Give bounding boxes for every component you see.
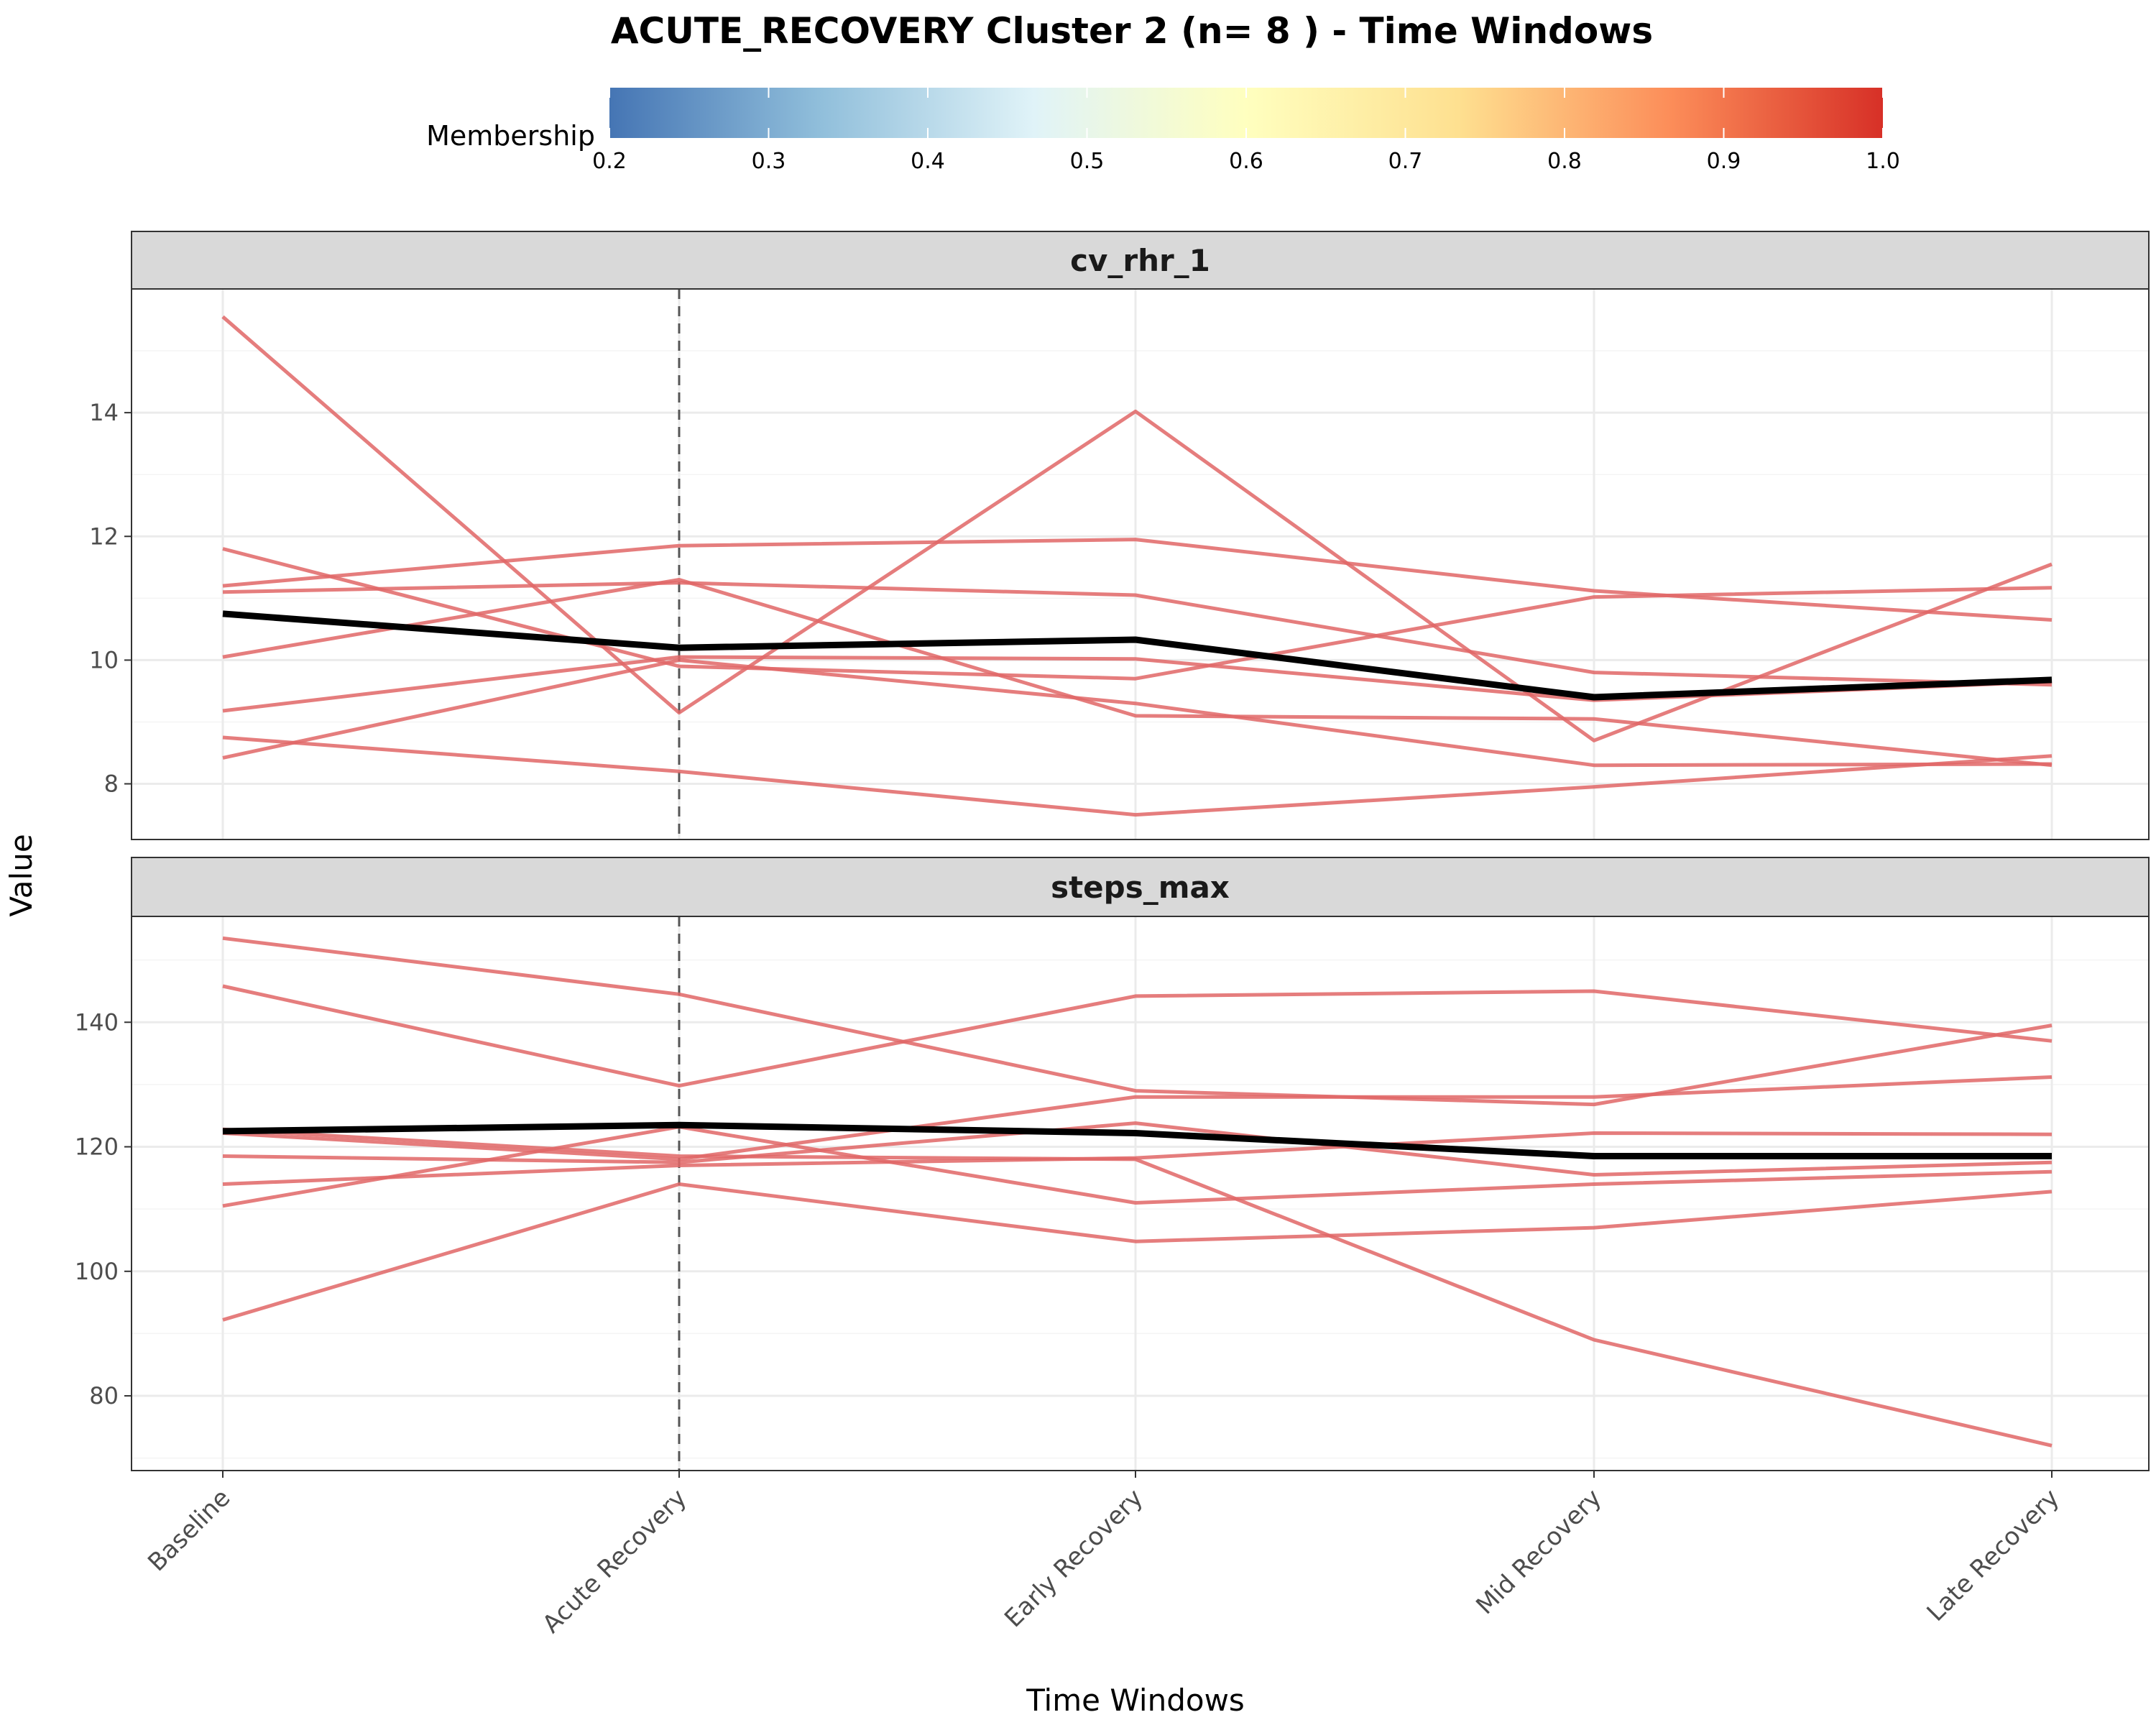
member-line-2 <box>222 547 2053 681</box>
colorbar-tick-label: 0.9 <box>1707 149 1741 174</box>
facet-strip-label: cv_rhr_1 <box>1070 243 1210 278</box>
x-axis: Baseline Acute Recovery Early Recovery Mid … <box>142 1471 2065 1639</box>
member-line-3 <box>222 1075 2053 1162</box>
x-tick-label: Early Recovery <box>999 1484 1148 1633</box>
member-line-8 <box>222 735 2053 817</box>
member-line-3 <box>222 581 2053 687</box>
plot-background <box>132 916 2149 1471</box>
member-line-4 <box>222 538 2053 622</box>
x-tick-label: Mid Recovery <box>1470 1484 1607 1620</box>
plot-background <box>132 289 2149 840</box>
member-line-7 <box>222 1182 2053 1322</box>
panel-steps_max: steps_max 80 100 120 140 <box>75 857 2150 1471</box>
y-tick-label: 8 <box>104 770 119 798</box>
y-tick-label: 80 <box>89 1382 119 1409</box>
panel-cv_rhr_1: cv_rhr_1 8 10 12 14 <box>89 231 2150 840</box>
x-tick-label: Baseline <box>142 1484 236 1577</box>
colorbar-tick-label: 1.0 <box>1866 149 1900 174</box>
member-line-2 <box>222 984 2053 1088</box>
member-line-6 <box>222 1125 2053 1208</box>
panel-border <box>131 288 2150 840</box>
y-tick-label: 140 <box>75 1008 119 1036</box>
member-line-1 <box>221 315 2053 742</box>
member-line-1 <box>222 936 2053 1107</box>
x-axis-title: Time Windows <box>1026 1683 1245 1718</box>
cluster-mean-line <box>222 610 2053 701</box>
member-line-7 <box>222 658 2053 768</box>
colorbar-tick-label: 0.5 <box>1070 149 1105 174</box>
cluster-mean-line <box>222 1121 2052 1159</box>
chart-title: ACUTE_RECOVERY Cluster 2 (n= 8 ) - Time … <box>611 10 1653 52</box>
facet-strip <box>131 857 2150 917</box>
y-tick-label: 100 <box>75 1258 119 1285</box>
facet-strip <box>131 231 2150 290</box>
colorbar-tick-label: 0.4 <box>911 149 945 174</box>
panel-border <box>131 916 2150 1471</box>
member-line-4 <box>222 1121 2053 1177</box>
member-line-8 <box>222 1127 2053 1448</box>
member-line-5 <box>222 578 2053 768</box>
legend-title: Membership <box>426 120 595 152</box>
facet-panels: cv_rhr_1 8 10 12 14 steps_max 80 100 120 140 <box>75 231 2150 1471</box>
colorbar-tick-label: 0.8 <box>1547 149 1582 174</box>
facet-strip-label: steps_max <box>1051 870 1230 905</box>
y-tick-label: 120 <box>75 1133 119 1161</box>
colorbar-tick-label: 0.3 <box>752 149 786 174</box>
y-tick-label: 14 <box>89 399 119 426</box>
y-axis-title: Value <box>4 834 39 916</box>
x-tick-label: Late Recovery <box>1922 1484 2065 1627</box>
colorbar-tick-label: 0.6 <box>1229 149 1263 174</box>
colorbar-tick-label: 0.7 <box>1388 149 1423 174</box>
x-tick-label: Acute Recovery <box>537 1484 692 1639</box>
y-tick-label: 10 <box>89 646 119 673</box>
colorbar-tick-label: 0.2 <box>592 149 627 174</box>
y-tick-label: 12 <box>89 523 119 550</box>
